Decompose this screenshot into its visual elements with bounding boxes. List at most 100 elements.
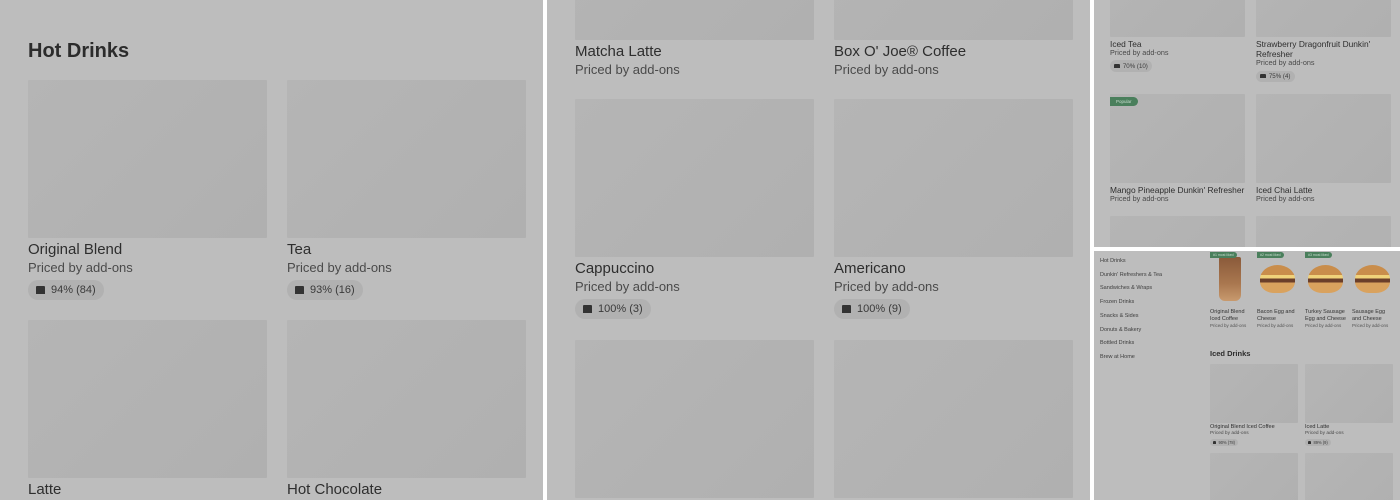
menu-item-card[interactable]: [1110, 216, 1245, 247]
item-name[interactable]: Original Blend Iced Coffee: [1210, 424, 1275, 431]
item-name[interactable]: Hot Chocolate: [287, 481, 383, 498]
menu-item-card[interactable]: Cappuccino Priced by add-ons 100% (3): [575, 99, 814, 319]
item-image[interactable]: [1210, 453, 1298, 500]
hot-drinks-continued-panel: Matcha Latte Priced by add-ons Box O' Joe®…: [547, 0, 1090, 500]
featured-item-card[interactable]: #2 most liked Bacon Egg and Cheese Priced …: [1257, 251, 1298, 329]
item-image[interactable]: [1110, 0, 1245, 37]
menu-item-card[interactable]: Original Blend Priced by add-ons 94% (84): [28, 80, 267, 300]
item-name[interactable]: Bacon Egg and Cheese: [1257, 309, 1295, 322]
item-name[interactable]: Original Blend: [28, 241, 123, 258]
sidebar-category-link[interactable]: Bottled Drinks: [1100, 340, 1135, 347]
item-price: Priced by add-ons: [1352, 323, 1389, 328]
item-price: Priced by add-ons: [1257, 323, 1294, 328]
thumbs-up-icon: [1114, 63, 1120, 69]
iced-drinks-panel: Iced Tea Priced by add-ons 70% (10) Strawbe…: [1094, 0, 1400, 247]
menu-item-card[interactable]: Americano Priced by add-ons 100% (9): [834, 99, 1073, 319]
section-title: Hot Drinks: [28, 40, 130, 62]
item-name[interactable]: Iced Chai Latte: [1256, 184, 1313, 195]
item-price: Priced by add-ons: [1305, 431, 1344, 437]
menu-item-card[interactable]: [1256, 216, 1391, 247]
item-image[interactable]: [1210, 364, 1298, 423]
menu-item-card[interactable]: [834, 340, 1073, 498]
item-image[interactable]: [28, 320, 267, 478]
item-name[interactable]: Tea: [287, 241, 312, 258]
rating-pill: 100% (9): [834, 299, 910, 319]
item-image[interactable]: [1256, 216, 1391, 247]
item-image[interactable]: [575, 99, 814, 257]
item-image[interactable]: [287, 320, 526, 478]
featured-item-card[interactable]: Sausage Egg and Cheese Priced by add-ons: [1352, 251, 1393, 329]
item-image[interactable]: [1256, 94, 1391, 183]
item-price: Priced by add-ons: [1256, 58, 1315, 68]
item-image[interactable]: [834, 99, 1073, 257]
rating-pill: 90% (78): [1210, 438, 1238, 446]
item-image[interactable]: [287, 80, 526, 238]
sidebar-category-link[interactable]: Brew at Home: [1100, 353, 1135, 360]
sidebar-category-link[interactable]: Snacks & Sides: [1100, 312, 1139, 319]
menu-item-card[interactable]: Iced Chai Latte Priced by add-ons: [1256, 94, 1391, 204]
thumbs-up-icon: [1307, 440, 1312, 444]
item-image[interactable]: [1352, 251, 1393, 305]
item-image[interactable]: [575, 340, 814, 498]
item-name[interactable]: Strawberry Dragonfruit Dunkin' Refresher: [1256, 38, 1371, 59]
item-image[interactable]: #1 most liked: [1210, 251, 1251, 305]
most-liked-badge: #1 most liked: [1210, 252, 1237, 258]
featured-item-card[interactable]: #3 most liked Turkey Sausage Egg and Chee…: [1305, 251, 1346, 329]
thumbs-up-icon: [36, 286, 45, 294]
most-liked-badge: #2 most liked: [1257, 252, 1284, 258]
menu-item-card[interactable]: Box O' Joe® Coffee Priced by add-ons: [834, 0, 1073, 78]
featured-item-card[interactable]: #1 most liked Original Blend Iced Coffee P…: [1210, 251, 1251, 329]
sidebar-category-link[interactable]: Donuts & Bakery: [1100, 326, 1142, 333]
menu-item-card[interactable]: Iced Tea Priced by add-ons 70% (10): [1110, 0, 1245, 72]
item-name[interactable]: Cappuccino: [575, 260, 655, 277]
menu-overview-panel: Iced Drinks Hot Drinks Dunkin' Refreshers…: [1094, 251, 1400, 500]
thumbs-up-icon: [842, 305, 851, 313]
item-name[interactable]: Matcha Latte: [575, 43, 662, 60]
rating-pill: 75% (4): [1256, 70, 1295, 82]
item-price: Priced by add-ons: [28, 260, 133, 275]
item-name[interactable]: Iced Tea: [1110, 38, 1142, 49]
rating-pill: 93% (16): [287, 280, 363, 300]
item-name[interactable]: Latte: [28, 481, 62, 498]
rating-text: 90% (78): [1218, 439, 1235, 445]
item-name[interactable]: Turkey Sausage Egg and Cheese: [1305, 309, 1346, 322]
item-price: Priced by add-ons: [287, 260, 392, 275]
menu-item-card[interactable]: Iced Latte Priced by add-ons 89% (9): [1305, 364, 1393, 446]
menu-item-card[interactable]: Latte: [28, 320, 267, 499]
item-name[interactable]: Americano: [834, 260, 906, 277]
item-image[interactable]: #3 most liked: [1305, 251, 1346, 305]
sidebar-category-link[interactable]: Hot Drinks: [1100, 258, 1126, 264]
item-image[interactable]: [1256, 0, 1391, 37]
menu-item-card[interactable]: [1305, 453, 1393, 500]
item-image[interactable]: #2 most liked: [1257, 251, 1298, 305]
rating-pill: 89% (9): [1305, 438, 1331, 446]
thumbs-up-icon: [1260, 73, 1266, 79]
menu-item-card[interactable]: [575, 340, 814, 498]
item-image[interactable]: [1305, 453, 1393, 500]
rating-text: 93% (16): [310, 284, 355, 296]
menu-item-card[interactable]: Hot Chocolate: [287, 320, 526, 499]
menu-item-card[interactable]: Popular Mango Pineapple Dunkin' Refresher…: [1110, 94, 1245, 204]
item-name[interactable]: Box O' Joe® Coffee: [834, 43, 967, 60]
item-name[interactable]: Original Blend Iced Coffee: [1210, 309, 1245, 322]
menu-item-card[interactable]: Tea Priced by add-ons 93% (16): [287, 80, 526, 300]
item-image[interactable]: [28, 80, 267, 238]
sidebar-category-link[interactable]: Frozen Drinks: [1100, 299, 1135, 306]
item-image[interactable]: [575, 0, 814, 40]
item-image[interactable]: [1110, 216, 1245, 247]
menu-item-card[interactable]: Matcha Latte Priced by add-ons: [575, 0, 814, 78]
item-image[interactable]: [834, 0, 1073, 40]
item-image[interactable]: [834, 340, 1073, 498]
item-image[interactable]: [1305, 364, 1393, 423]
menu-item-card[interactable]: Original Blend Iced Coffee Priced by add-…: [1210, 364, 1298, 446]
menu-item-card[interactable]: [1210, 453, 1298, 500]
item-image[interactable]: Popular: [1110, 94, 1245, 183]
item-name[interactable]: Mango Pineapple Dunkin' Refresher: [1110, 184, 1245, 195]
rating-text: 94% (84): [51, 284, 96, 296]
thumbs-up-icon: [1212, 440, 1217, 444]
item-name[interactable]: Iced Latte: [1305, 424, 1330, 431]
item-name[interactable]: Sausage Egg and Cheese: [1352, 309, 1386, 322]
sidebar-category-link[interactable]: Sandwiches & Wraps: [1100, 285, 1153, 292]
menu-item-card[interactable]: Strawberry Dragonfruit Dunkin' Refresher…: [1256, 0, 1391, 82]
sidebar-category-link[interactable]: Dunkin' Refreshers & Tea: [1100, 271, 1163, 278]
